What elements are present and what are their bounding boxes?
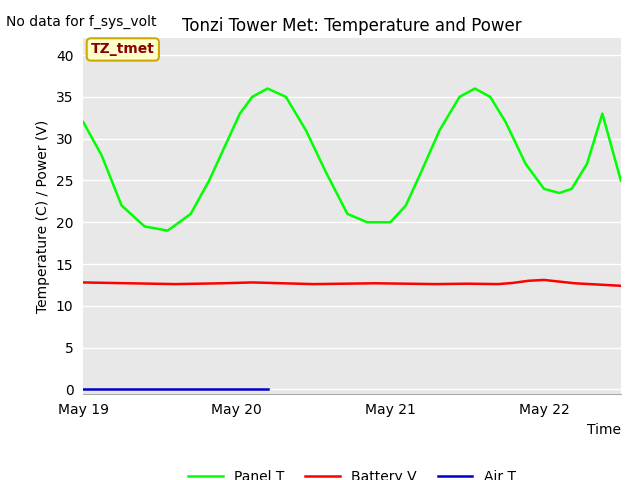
Panel T: [98, 153, 106, 158]
Panel T: [322, 169, 330, 175]
Panel T: [456, 94, 463, 100]
Battery V: [617, 283, 625, 288]
Battery V: [310, 281, 317, 287]
Panel T: [471, 85, 479, 91]
Panel T: [248, 94, 256, 100]
Panel T: [187, 211, 195, 217]
Panel T: [236, 111, 244, 117]
Panel T: [387, 219, 394, 225]
Battery V: [586, 281, 594, 287]
Text: No data for f_sys_volt: No data for f_sys_volt: [6, 14, 157, 28]
Text: TZ_tmet: TZ_tmet: [91, 42, 155, 57]
Panel T: [205, 178, 213, 183]
Battery V: [571, 280, 579, 286]
Panel T: [598, 111, 606, 117]
Battery V: [218, 280, 225, 286]
Panel T: [417, 169, 425, 175]
Panel T: [402, 203, 410, 208]
Legend: Panel T, Battery V, Air T: Panel T, Battery V, Air T: [183, 465, 521, 480]
Battery V: [556, 279, 563, 285]
Battery V: [371, 280, 379, 286]
Air T: [264, 386, 271, 392]
Battery V: [79, 279, 87, 285]
Battery V: [125, 280, 133, 286]
Line: Panel T: Panel T: [83, 88, 621, 230]
Panel T: [486, 94, 494, 100]
Battery V: [463, 281, 471, 287]
Panel T: [556, 190, 563, 196]
Panel T: [344, 211, 351, 217]
Battery V: [540, 277, 548, 283]
Title: Tonzi Tower Met: Temperature and Power: Tonzi Tower Met: Temperature and Power: [182, 17, 522, 36]
Panel T: [118, 203, 125, 208]
Panel T: [568, 186, 575, 192]
Battery V: [525, 278, 532, 284]
Battery V: [494, 281, 502, 287]
Battery V: [233, 280, 241, 286]
Panel T: [79, 119, 87, 125]
Battery V: [509, 280, 517, 286]
Battery V: [340, 281, 348, 287]
Line: Battery V: Battery V: [83, 280, 621, 286]
Panel T: [264, 85, 271, 91]
Panel T: [540, 186, 548, 192]
Panel T: [302, 128, 310, 133]
Panel T: [221, 144, 228, 150]
Y-axis label: Temperature (C) / Power (V): Temperature (C) / Power (V): [36, 120, 51, 312]
Panel T: [364, 219, 371, 225]
Battery V: [248, 279, 256, 285]
Battery V: [172, 281, 179, 287]
Battery V: [433, 281, 440, 287]
X-axis label: Time: Time: [587, 423, 621, 437]
Panel T: [282, 94, 290, 100]
Air T: [79, 386, 87, 392]
Battery V: [279, 280, 287, 286]
Panel T: [583, 161, 591, 167]
Panel T: [522, 161, 529, 167]
Panel T: [436, 128, 444, 133]
Panel T: [502, 119, 509, 125]
Panel T: [141, 224, 148, 229]
Panel T: [164, 228, 172, 233]
Battery V: [402, 281, 410, 287]
Panel T: [617, 178, 625, 183]
